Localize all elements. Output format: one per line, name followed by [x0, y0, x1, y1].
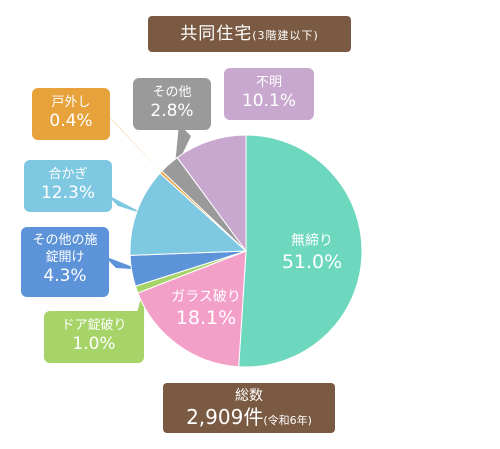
slice-label-戸外し: 戸外し 0.4% — [32, 88, 110, 140]
chart-subtitle: (3階建以下) — [252, 29, 319, 42]
pie-slice-ガラス破り — [137, 250, 247, 368]
slice-value-無締り: 51.0% — [281, 251, 343, 273]
slice-name-その他の施錠開け: その他の施錠開け — [32, 233, 98, 265]
leader-その他の施錠開け — [104, 256, 140, 270]
chart-title-badge: 共同住宅(3階建以下) — [148, 16, 351, 52]
slice-value-不明: 10.1% — [241, 91, 296, 111]
total-label: 総数 — [235, 388, 263, 404]
leader-戸外し — [104, 112, 167, 178]
pie-slice-無締り — [238, 134, 363, 368]
slice-label-無締り: 無締り 51.0% — [272, 232, 352, 274]
slice-label-その他: その他 2.8% — [133, 78, 211, 130]
chart-title: 共同住宅 — [180, 24, 253, 44]
slice-value-その他: 2.8% — [150, 101, 194, 121]
total-value: 2,909件 — [186, 405, 264, 429]
slice-name-その他: その他 — [152, 85, 192, 100]
slice-name-ドア錠破り: ドア錠破り — [61, 318, 127, 333]
pie-slice-合かぎ — [129, 172, 248, 256]
slice-name-合かぎ: 合かぎ — [48, 167, 88, 182]
slice-value-ドア錠破り: 1.0% — [72, 334, 116, 354]
pie-slice-不明 — [176, 134, 247, 253]
slice-label-合かぎ: 合かぎ 12.3% — [24, 160, 112, 212]
slice-label-その他の施錠開け: その他の施錠開け 4.3% — [21, 227, 109, 297]
slice-value-合かぎ: 12.3% — [40, 183, 95, 203]
slice-value-その他の施錠開け: 4.3% — [43, 266, 87, 286]
total-period: (令和6年) — [263, 414, 312, 427]
total-badge: 総数 2,909件(令和6年) — [163, 383, 335, 433]
slice-label-不明: 不明 10.1% — [224, 68, 314, 120]
slice-label-ガラス破り: ガラス破り 18.1% — [160, 288, 252, 330]
slice-label-ドア錠破り: ドア錠破り 1.0% — [44, 311, 144, 363]
leader-合かぎ — [106, 194, 145, 215]
slice-name-戸外し: 戸外し — [51, 95, 91, 110]
slice-value-ガラス破り: 18.1% — [175, 307, 237, 329]
slice-value-戸外し: 0.4% — [49, 111, 93, 131]
slice-name-無締り: 無締り — [291, 233, 333, 249]
slice-name-ガラス破り: ガラス破り — [171, 289, 241, 305]
slice-name-不明: 不明 — [255, 75, 282, 90]
